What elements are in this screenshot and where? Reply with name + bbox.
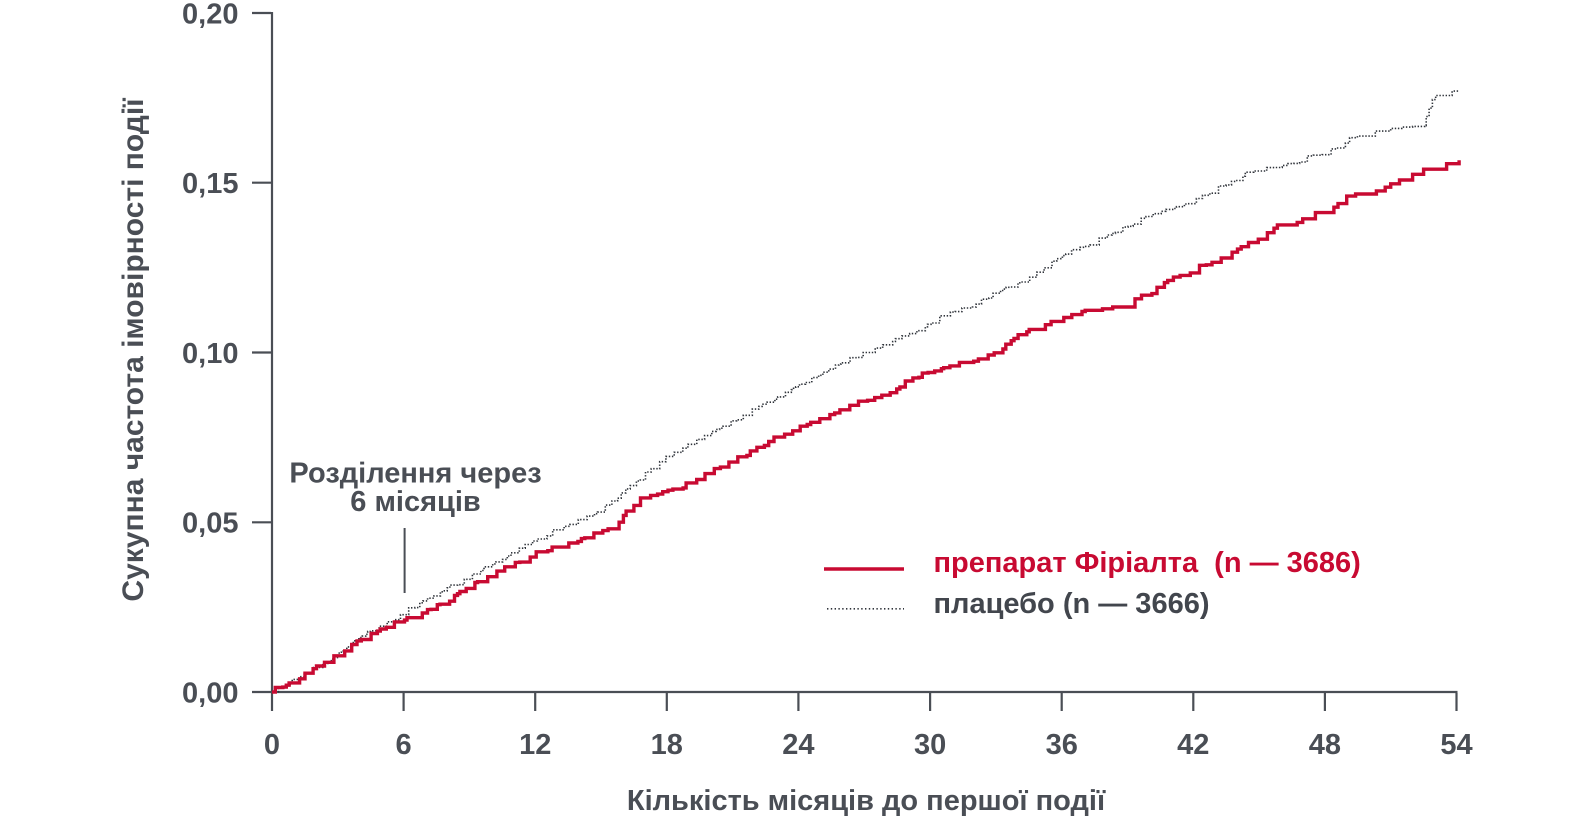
svg-text:Кількість місяців до першої по: Кількість місяців до першої події: [627, 785, 1106, 817]
svg-text:Сукупна частота імовірності по: Сукупна частота імовірності події: [117, 98, 150, 602]
svg-text:0,00: 0,00: [182, 677, 238, 709]
svg-text:Розділення через: Розділення через: [289, 458, 541, 490]
svg-text:6: 6: [396, 729, 412, 761]
svg-text:препарат Фіріалта (n — 3686): препарат Фіріалта (n — 3686): [934, 547, 1361, 579]
svg-text:12: 12: [519, 729, 551, 761]
svg-text:6 місяців: 6 місяців: [350, 486, 480, 518]
svg-text:48: 48: [1309, 729, 1341, 761]
svg-text:54: 54: [1440, 729, 1472, 761]
svg-text:30: 30: [914, 729, 946, 761]
svg-text:24: 24: [782, 729, 814, 761]
svg-text:0,20: 0,20: [182, 0, 238, 30]
svg-text:0,10: 0,10: [182, 338, 238, 370]
svg-text:18: 18: [651, 729, 683, 761]
svg-text:36: 36: [1046, 729, 1078, 761]
svg-text:плацебо (n — 3666): плацебо (n — 3666): [934, 588, 1210, 620]
svg-text:0: 0: [264, 729, 280, 761]
svg-text:0,15: 0,15: [182, 168, 238, 200]
svg-text:0,05: 0,05: [182, 508, 238, 540]
svg-text:42: 42: [1177, 729, 1209, 761]
